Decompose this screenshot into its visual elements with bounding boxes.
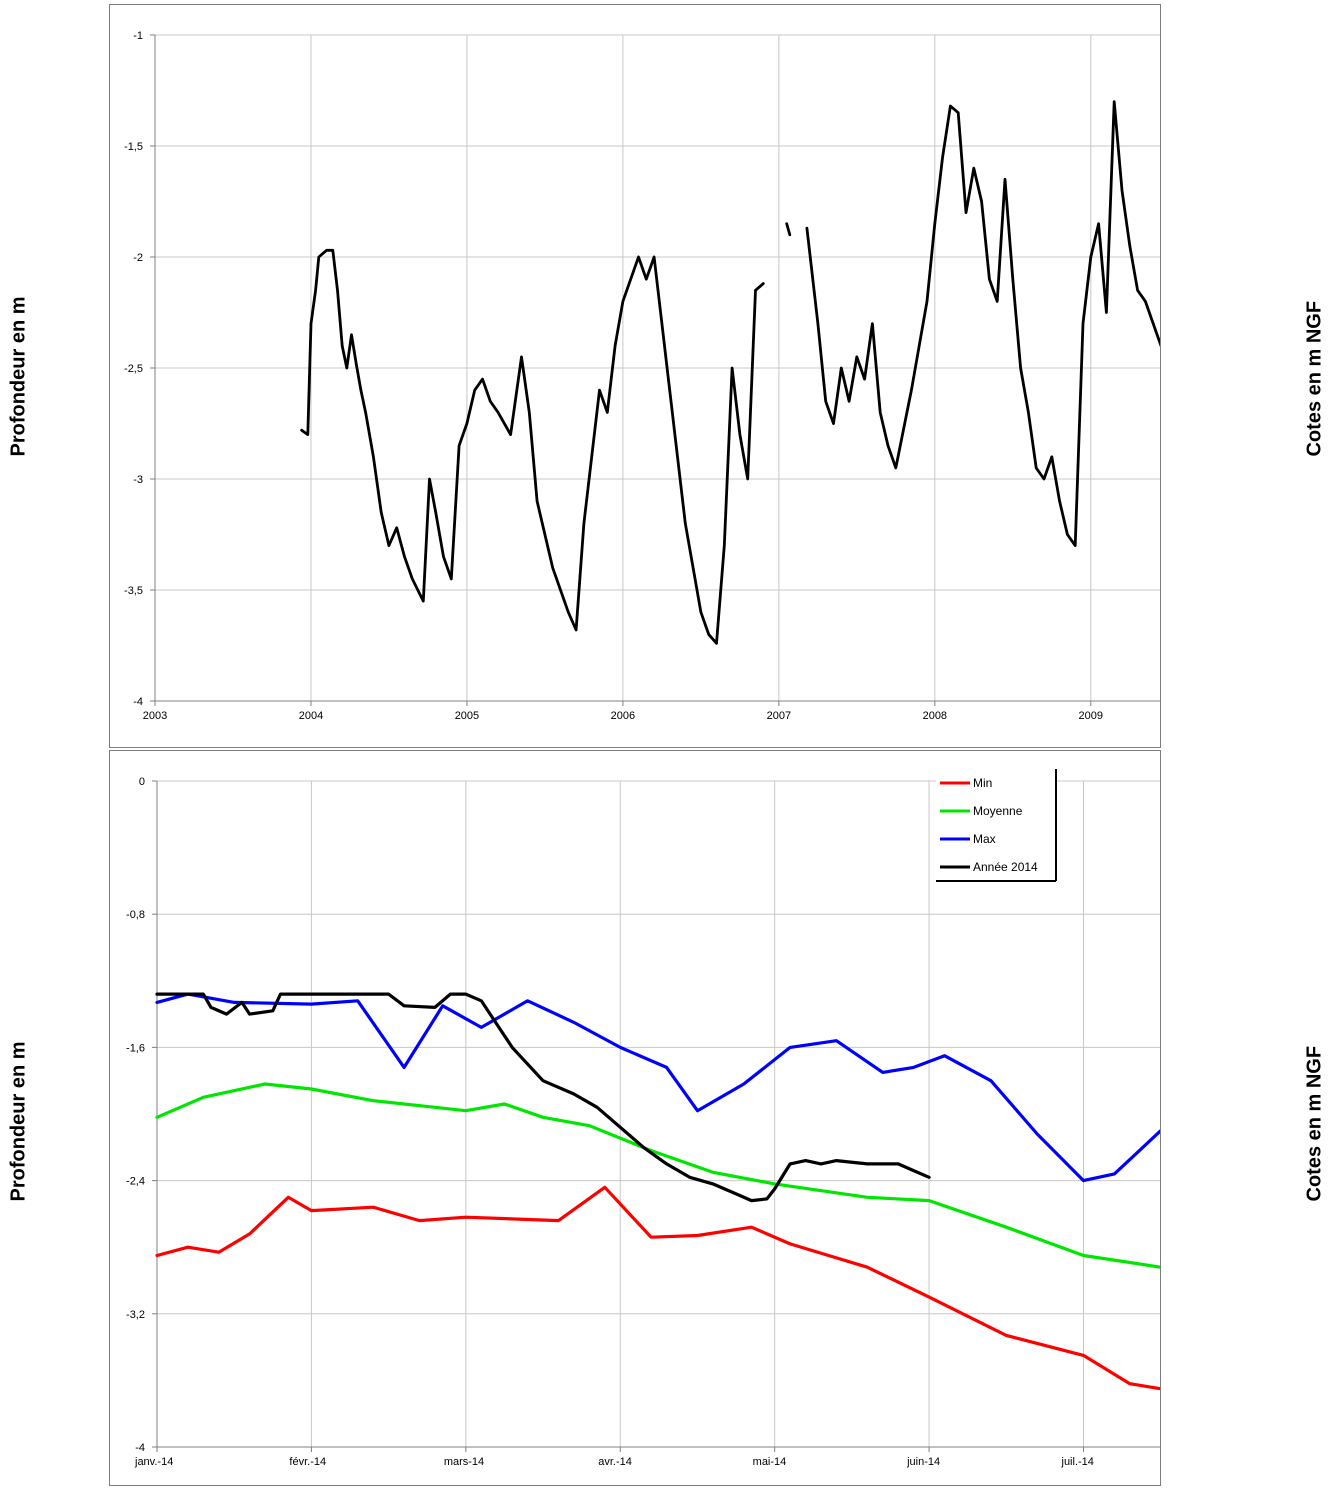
chart-panel-bottom: janv.-14 févr.-14 mars-14 avr.-14 mai-14 juin…: [109, 750, 1331, 1486]
legend-label-moyenne: Moyenne: [973, 804, 1023, 818]
legend-label-ann-e-2014: Année 2014: [973, 860, 1038, 874]
x-tick-label: juin-14: [906, 1456, 940, 1468]
series-line-min: [155, 1185, 1331, 1416]
series-line-0: [785, 222, 792, 237]
series-line-moyenne: [155, 1082, 1331, 1301]
series-line-max: [155, 992, 1331, 1213]
x-tick-label: 2004: [299, 710, 323, 722]
x-tick-label: 2007: [767, 710, 791, 722]
x-tick-label: mars-14: [444, 1456, 484, 1468]
y-tick-label: -2,5: [124, 363, 143, 375]
series-line-ann-e-2014: [155, 992, 931, 1203]
y2-axis-label-bottom: Cotes en m NGF: [1303, 1045, 1326, 1202]
x-tick-label: mai-14: [753, 1456, 787, 1468]
x-tick-label: 2005: [455, 710, 479, 722]
chart-panel-top: 2003200420052006200720082009201020112012…: [109, 4, 1331, 748]
x-tick-label: févr.-14: [289, 1456, 326, 1468]
legend-box: [936, 769, 1056, 881]
legend-label-max: Max: [973, 832, 996, 846]
chart-top-svg: 2003200420052006200720082009201020112012…: [124, 30, 1331, 722]
legend-label-min: Min: [973, 776, 992, 790]
y-tick-label: -4: [133, 696, 143, 708]
y-tick-label: -1,5: [124, 141, 143, 153]
y-tick-label: -1: [133, 30, 143, 42]
y-tick-label: -2: [133, 252, 143, 264]
y-tick-label: 0: [139, 776, 145, 788]
chart-bottom-svg: janv.-14 févr.-14 mars-14 avr.-14 mai-14 juin…: [126, 769, 1331, 1468]
x-tick-label: juil.-14: [1061, 1456, 1094, 1468]
y-tick-label: -1,6: [126, 1042, 145, 1054]
y-tick-label: -3: [133, 474, 143, 486]
x-tick-label: 2003: [143, 710, 167, 722]
y-tick-label: -2,4: [126, 1176, 145, 1188]
series-line-0: [300, 248, 765, 645]
y-axis-label-top: Profondeur en m: [7, 296, 30, 457]
x-tick-label: 2008: [923, 710, 947, 722]
y-tick-label: -0,8: [126, 909, 145, 921]
x-tick-label: 2009: [1079, 710, 1103, 722]
y-tick-label: -4: [135, 1442, 145, 1454]
y-tick-label: -3,5: [124, 585, 143, 597]
x-tick-label: janv.-14: [134, 1456, 173, 1468]
x-tick-label: avr.-14: [598, 1456, 632, 1468]
y2-axis-label-top: Cotes en m NGF: [1303, 300, 1326, 457]
y-axis-label-bottom: Profondeur en m: [7, 1041, 30, 1202]
y-tick-label: -3,2: [126, 1309, 145, 1321]
series-line-0: [805, 100, 1331, 581]
x-tick-label: 2006: [611, 710, 635, 722]
